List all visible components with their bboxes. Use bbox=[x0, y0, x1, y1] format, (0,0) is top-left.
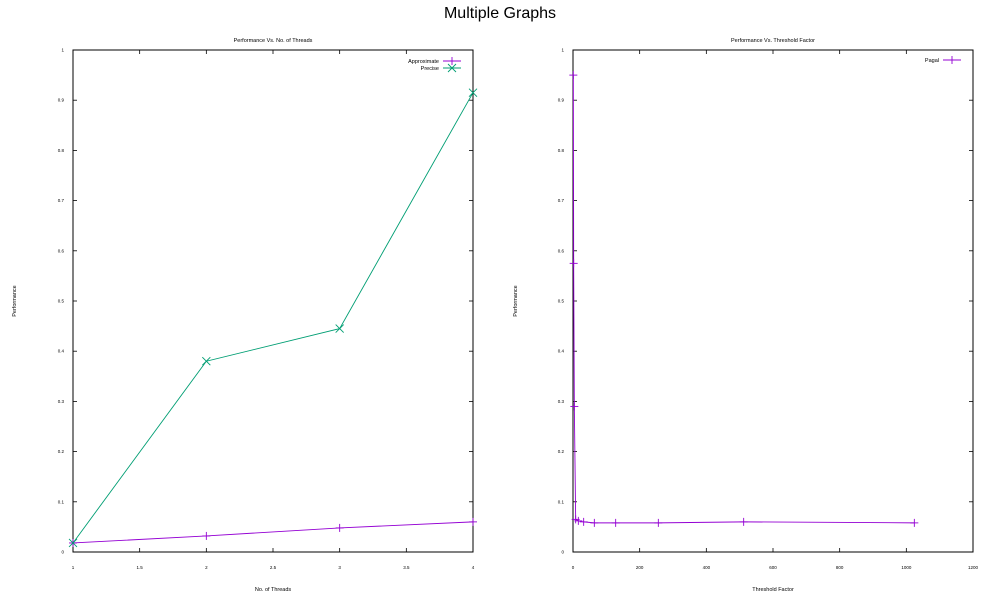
legend-label: Precise bbox=[421, 66, 439, 72]
series-line-pagal bbox=[572, 75, 915, 524]
y-tick-label: 0.3 bbox=[58, 399, 65, 404]
y-tick-label: 0.2 bbox=[58, 449, 65, 454]
plot-border bbox=[72, 49, 474, 553]
chart-panel-2: Performance Vs. Threshold Factor 0 0.1 0.2 0… bbox=[513, 38, 979, 593]
data-point-plus bbox=[654, 518, 663, 527]
series-line-approximate bbox=[72, 521, 474, 544]
y-tick-label: 0.9 bbox=[558, 98, 565, 103]
data-point-plus bbox=[574, 516, 583, 525]
marker-stroke bbox=[335, 324, 344, 333]
data-point-plus bbox=[335, 523, 344, 532]
y-tick-label: 1 bbox=[61, 48, 64, 53]
x-tick-label: 0 bbox=[572, 565, 575, 570]
x-axis-label: Threshold Factor bbox=[752, 587, 794, 593]
y-tick-label: 0.3 bbox=[558, 399, 565, 404]
chart-panel-1: Performance Vs. No. of Threads 0 0.1 0.2 0.3… bbox=[12, 38, 478, 593]
x-tick-label: 1200 bbox=[968, 565, 979, 570]
x-tick-label: 4 bbox=[472, 565, 475, 570]
data-point-plus bbox=[569, 71, 578, 80]
figure-title: Multiple Graphs bbox=[444, 5, 556, 22]
x-tick-label: 2.5 bbox=[270, 565, 277, 570]
y-tick-label: 0.6 bbox=[58, 248, 65, 253]
y-tick-label: 1 bbox=[561, 48, 564, 53]
marker-stroke bbox=[468, 88, 478, 97]
y-tick-label: 0.7 bbox=[558, 198, 565, 203]
y-tick-label: 0 bbox=[61, 550, 64, 555]
data-point-plus bbox=[739, 517, 748, 526]
y-tick-label: 0.1 bbox=[58, 499, 65, 504]
x-tick-label: 200 bbox=[636, 565, 644, 570]
x-tick-label: 2 bbox=[205, 565, 208, 570]
data-point-plus bbox=[570, 402, 579, 411]
x-tick-label: 600 bbox=[769, 565, 777, 570]
plot-border bbox=[572, 49, 974, 553]
x-tick-label: 3 bbox=[338, 565, 341, 570]
chart-title: Performance Vs. No. of Threads bbox=[234, 38, 313, 44]
y-tick-label: 0.5 bbox=[58, 299, 65, 304]
data-point-plus bbox=[948, 56, 956, 64]
x-tick-label: 1000 bbox=[901, 565, 912, 570]
y-tick-label: 0.2 bbox=[558, 449, 565, 454]
data-point-plus bbox=[611, 518, 620, 527]
y-tick-label: 0.8 bbox=[558, 148, 565, 153]
x-tick-label: 400 bbox=[703, 565, 711, 570]
series-line-precise bbox=[72, 92, 474, 544]
y-axis-label: Performance bbox=[513, 285, 519, 317]
x-tick-label: 800 bbox=[836, 565, 844, 570]
y-tick-label: 0.5 bbox=[558, 299, 565, 304]
x-tick-label: 1 bbox=[72, 565, 75, 570]
x-axis-label: No. of Threads bbox=[255, 587, 292, 593]
legend-label: Pagal bbox=[925, 58, 939, 64]
y-tick-label: 0.8 bbox=[58, 148, 65, 153]
data-point-plus bbox=[448, 57, 456, 65]
data-point-plus bbox=[910, 518, 919, 527]
marker-stroke bbox=[202, 356, 211, 366]
legend-label: Approximate bbox=[408, 59, 439, 65]
chart-title: Performance Vs. Threshold Factor bbox=[731, 38, 815, 44]
x-tick-label: 1.5 bbox=[137, 565, 144, 570]
data-point-cross bbox=[468, 88, 478, 97]
y-tick-label: 0.6 bbox=[558, 248, 565, 253]
x-tick-label: 3.5 bbox=[403, 565, 410, 570]
y-axis-label: Performance bbox=[12, 285, 18, 317]
data-point-plus bbox=[569, 259, 578, 268]
data-point-plus bbox=[469, 517, 477, 526]
data-point-plus bbox=[202, 531, 211, 540]
y-tick-label: 0.4 bbox=[558, 349, 565, 354]
y-tick-label: 0 bbox=[561, 550, 564, 555]
data-point-plus bbox=[579, 517, 588, 526]
data-point-cross bbox=[335, 324, 344, 333]
y-tick-label: 0.7 bbox=[58, 198, 65, 203]
marker-stroke bbox=[447, 63, 457, 73]
y-tick-label: 0.9 bbox=[58, 98, 65, 103]
data-point-cross bbox=[68, 538, 78, 548]
data-point-cross bbox=[202, 356, 211, 366]
data-point-cross bbox=[447, 63, 457, 73]
y-tick-label: 0.1 bbox=[558, 499, 565, 504]
marker-stroke bbox=[68, 538, 78, 548]
data-point-plus bbox=[590, 518, 599, 527]
y-tick-label: 0.4 bbox=[58, 349, 65, 354]
